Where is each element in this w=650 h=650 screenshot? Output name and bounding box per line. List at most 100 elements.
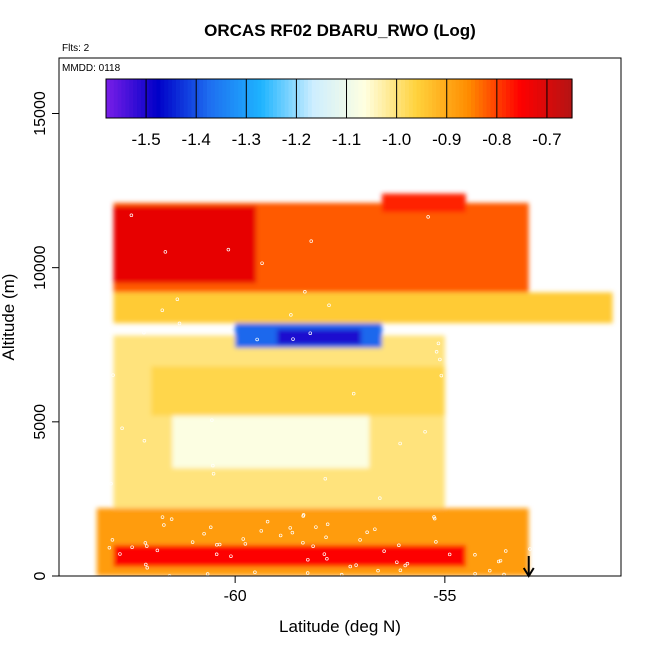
y-tick-label: 0 <box>32 571 49 580</box>
colorbar-segment <box>381 79 387 118</box>
track-point <box>202 531 206 536</box>
track-point <box>543 256 548 261</box>
colorbar-segment <box>129 79 134 118</box>
colorbar-segment <box>350 79 356 118</box>
flights-label: Flts: 2 <box>62 43 90 54</box>
track-point <box>143 541 148 545</box>
track-point <box>311 544 315 548</box>
track-point <box>506 382 511 387</box>
track-point <box>142 330 146 335</box>
track-point <box>324 535 328 540</box>
track-point <box>339 572 344 576</box>
x-tick-label: -55 <box>433 588 456 605</box>
track-point <box>543 465 548 469</box>
colorbar-segment <box>548 79 554 118</box>
colorbar-segment <box>179 79 185 118</box>
colorbar-segment <box>292 79 297 118</box>
track-point <box>323 476 328 481</box>
colorbar-segment <box>203 79 208 118</box>
track-point <box>325 522 330 527</box>
track-point <box>498 558 503 563</box>
track-point <box>531 409 535 414</box>
colorbar-segment <box>432 79 437 118</box>
colorbar-segment <box>222 79 227 118</box>
track-point <box>243 542 248 546</box>
colorbar-segment <box>513 79 519 118</box>
colorbar-segment <box>323 79 328 118</box>
colorbar-segment <box>106 79 111 118</box>
track-point <box>253 570 257 575</box>
colorbar-segment <box>144 79 150 118</box>
colorbar-segment <box>556 79 561 118</box>
track-point <box>229 554 233 558</box>
track-point <box>436 341 441 346</box>
track-point <box>291 337 295 341</box>
track-point <box>530 501 534 506</box>
colorbar-segment <box>195 79 200 118</box>
track-point <box>308 331 313 335</box>
colorbar-segment <box>373 79 379 118</box>
track-point <box>541 559 546 564</box>
colorbar-tick-label: -0.9 <box>432 130 461 149</box>
track-point <box>398 568 403 573</box>
colorbar-segment <box>172 79 177 118</box>
colorbar-segment <box>125 79 130 118</box>
track-point <box>110 538 115 542</box>
colorbar-segment <box>175 79 181 118</box>
y-tick-label: 15000 <box>32 91 49 136</box>
track-point <box>405 561 410 566</box>
track-point <box>528 547 532 551</box>
track-point <box>524 385 528 390</box>
colorbar-segment <box>230 79 235 118</box>
colorbar-segment <box>358 79 363 118</box>
heatmap-region-1 <box>113 545 466 567</box>
colorbar-segment <box>346 79 352 118</box>
track-point <box>289 313 293 317</box>
heatmap-field <box>96 193 613 576</box>
colorbar-segment <box>311 79 317 118</box>
track-point <box>301 540 305 545</box>
track-point <box>378 496 382 500</box>
track-point <box>426 215 430 219</box>
track-point <box>175 297 180 301</box>
colorbar-segment <box>187 79 193 118</box>
track-point <box>214 552 219 557</box>
colorbar-segment <box>315 79 321 118</box>
colorbar-segment <box>206 79 212 118</box>
colorbar-segment <box>486 79 492 118</box>
track-point <box>365 530 369 535</box>
colorbar-tick-label: -0.8 <box>482 130 511 149</box>
colorbar-segment <box>525 79 530 118</box>
arrow-down-icon <box>522 556 535 578</box>
track-point <box>177 321 182 326</box>
x-axis-label: Latitude (deg N) <box>279 617 401 636</box>
track-point <box>473 553 477 557</box>
colorbar-segment <box>564 79 569 118</box>
track-point <box>290 530 295 535</box>
colorbar-segment <box>156 79 161 118</box>
colorbar-segment <box>117 79 123 118</box>
track-point <box>432 516 437 521</box>
track-point <box>190 540 195 544</box>
colorbar-frame <box>105 78 573 119</box>
track-point <box>351 391 356 396</box>
track-point <box>145 565 150 570</box>
colorbar-tick-label: -1.0 <box>382 130 411 149</box>
colorbar-segment <box>451 79 457 118</box>
track-point <box>241 537 245 541</box>
colorbar-segment <box>393 79 398 118</box>
flight-track-points <box>107 213 548 576</box>
colorbar-segment <box>152 79 158 118</box>
track-point <box>504 549 508 553</box>
track-point <box>255 337 259 342</box>
colorbar-segment <box>137 79 142 118</box>
colorbar-tick-label: -0.7 <box>532 130 561 149</box>
colorbar-segment <box>362 79 367 118</box>
colorbar-segment <box>133 79 138 118</box>
colorbar-segment <box>226 79 231 118</box>
y-tick-label: 5000 <box>32 404 49 440</box>
track-point <box>534 247 538 251</box>
x-axis: -60 -55 <box>224 576 457 605</box>
colorbar-segment <box>424 79 429 118</box>
colorbar-segment <box>354 79 360 118</box>
